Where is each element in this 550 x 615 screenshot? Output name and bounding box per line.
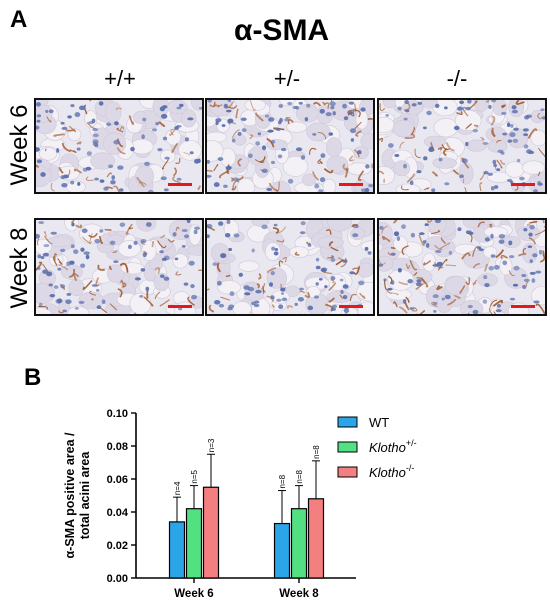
scale-bar — [511, 305, 535, 308]
y-tick-label: 0.00 — [107, 573, 128, 585]
y-tick-label: 0.02 — [107, 540, 128, 552]
micrograph-week8-ko — [377, 218, 547, 316]
column-label-het: +/- — [273, 66, 301, 91]
micrograph-texture — [36, 100, 202, 192]
micrograph-texture — [207, 220, 373, 314]
scale-bar — [168, 305, 192, 308]
column-label-wt: +/+ — [104, 66, 136, 91]
micrograph-week6-ko — [377, 98, 547, 194]
figure-title: α-SMA — [234, 14, 330, 47]
n-label: n=4 — [173, 481, 182, 495]
legend-label: WT — [369, 415, 389, 430]
micrograph-week8-wt — [34, 218, 204, 316]
panel-a-label: A — [10, 6, 28, 33]
y-tick-label: 0.06 — [107, 474, 128, 486]
legend-label: Klotho-/- — [369, 463, 414, 480]
legend-swatch — [337, 441, 358, 453]
bar — [290, 508, 308, 579]
n-label: n=8 — [295, 469, 304, 483]
y-axis-label: α-SMA positive area /total acini area — [63, 432, 92, 559]
x-tick-label: Week 6 — [174, 588, 213, 600]
x-tick-label: Week 8 — [279, 588, 319, 600]
bar-chart-svg: α-SMA positive area /total acini area 0.0… — [63, 408, 417, 600]
micrograph-week6-het — [205, 98, 375, 194]
bar — [273, 522, 291, 579]
y-tick-label: 0.04 — [107, 507, 129, 519]
legend-label: Klotho+/- — [369, 438, 417, 455]
bar — [185, 508, 203, 579]
scale-bar — [168, 183, 192, 186]
column-label-ko: -/- — [446, 66, 468, 91]
bar — [168, 521, 186, 579]
n-label: n=5 — [190, 469, 199, 483]
micrograph-week6-wt — [34, 98, 204, 194]
row-label-week6: Week 6 — [6, 104, 33, 186]
y-tick-label: 0.10 — [107, 408, 128, 420]
bar-chart: α-SMA positive area /total acini area 0.0… — [40, 392, 550, 610]
panel-b-label: B — [24, 364, 42, 391]
micrograph-texture — [379, 100, 545, 192]
n-label: n=8 — [278, 474, 287, 488]
micrograph-texture — [36, 220, 202, 314]
scale-bar — [511, 183, 535, 186]
scale-bar — [339, 183, 363, 186]
row-label-week8: Week 8 — [6, 227, 33, 309]
n-label: n=3 — [207, 438, 216, 452]
micrograph-week8-het — [205, 218, 375, 316]
bar — [307, 498, 325, 579]
y-tick-label: 0.08 — [107, 441, 128, 453]
legend-swatch — [337, 416, 358, 428]
legend-swatch — [337, 466, 358, 478]
n-label: n=8 — [312, 445, 321, 459]
micrograph-texture — [207, 100, 373, 192]
scale-bar — [339, 305, 363, 308]
bar — [202, 486, 220, 579]
micrograph-texture — [379, 220, 545, 314]
